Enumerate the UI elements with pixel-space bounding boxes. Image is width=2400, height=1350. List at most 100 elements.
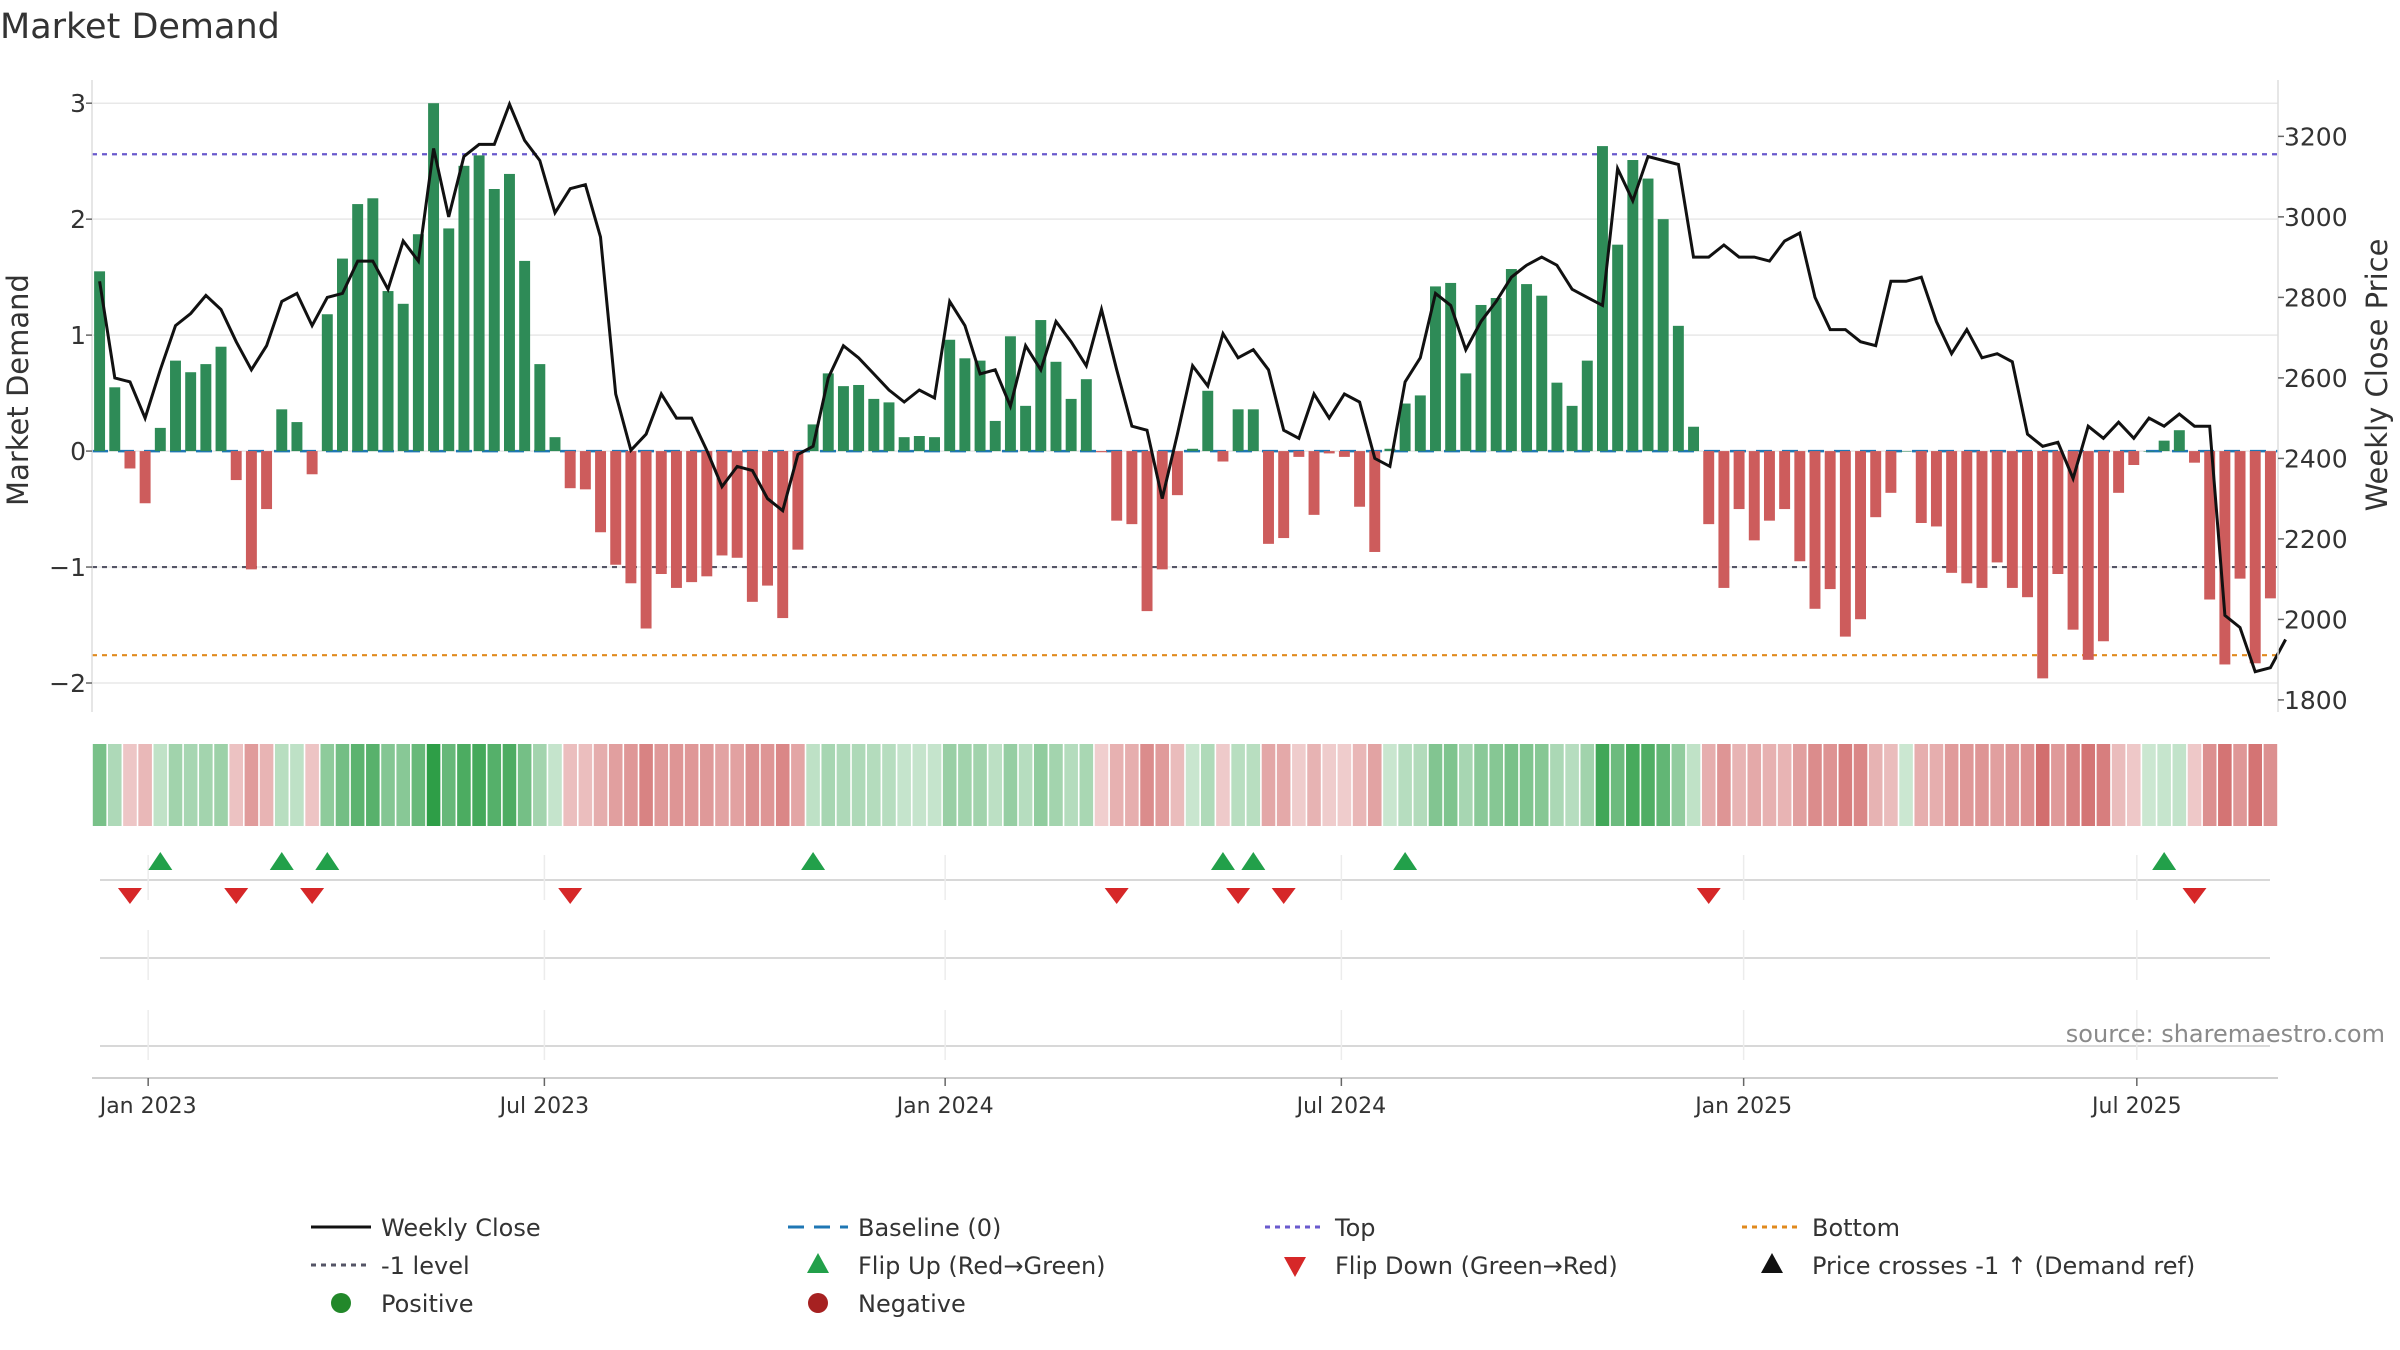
demand-bar	[1308, 451, 1320, 515]
strip-cell	[396, 744, 410, 826]
strip-cell	[2111, 744, 2126, 826]
demand-bar	[1369, 451, 1381, 552]
strip-cell	[1960, 744, 1974, 826]
strip-cell	[1565, 744, 1579, 826]
strip-cell	[1732, 744, 1746, 826]
demand-bar	[2143, 451, 2155, 452]
legend-negative: Negative	[858, 1290, 966, 1318]
demand-bar	[2264, 451, 2276, 599]
demand-bar	[124, 451, 136, 469]
strip-cell	[1322, 744, 1337, 826]
demand-bar	[883, 402, 895, 452]
strip-cell	[335, 744, 350, 826]
demand-bar	[1642, 178, 1654, 452]
x-tick-label: Jan 2023	[98, 1094, 197, 1119]
demand-bar	[245, 451, 257, 570]
demand-bar	[1080, 379, 1092, 452]
y2-tick-label: 3200	[2284, 122, 2348, 151]
demand-bar	[822, 373, 834, 452]
demand-bar	[944, 339, 956, 452]
demand-bar	[2082, 451, 2094, 660]
strip-cell	[305, 744, 319, 826]
demand-bar	[170, 360, 181, 452]
demand-bar	[1627, 160, 1639, 452]
legend-price-cross: Price crosses -1 ↑ (Demand ref)	[1812, 1252, 2195, 1280]
demand-bar	[1779, 451, 1791, 510]
strip-cell	[669, 744, 684, 826]
demand-bar	[367, 198, 379, 452]
strip-cell	[1793, 744, 1807, 826]
strip-cell	[1428, 744, 1443, 826]
strip-cell	[1367, 744, 1382, 826]
strip-cell	[593, 744, 608, 826]
strip-cell	[927, 744, 942, 826]
demand-bar	[397, 303, 409, 452]
demand-bar	[2249, 451, 2261, 664]
strip-cell	[1929, 744, 1944, 826]
y2-tick-label: 2600	[2284, 364, 2348, 393]
legend-weekly-close: Weekly Close	[381, 1214, 541, 1242]
flip-down-marker	[117, 888, 142, 904]
demand-bar	[215, 346, 227, 452]
strip-cell	[1884, 744, 1898, 826]
strip-cell	[2172, 744, 2187, 826]
demand-bar	[1490, 298, 1502, 452]
strip-cell	[1914, 744, 1929, 826]
demand-bar	[2219, 451, 2231, 665]
source-credit: source: sharemaestro.com	[2066, 1020, 2385, 1048]
weekly-close-line	[98, 100, 2287, 674]
strip-cell	[1125, 744, 1139, 826]
legend-bottom: Bottom	[1812, 1214, 1900, 1242]
demand-bar	[2097, 451, 2109, 642]
demand-bar	[519, 260, 531, 452]
demand-bar	[2173, 430, 2185, 452]
demand-bar	[655, 451, 667, 575]
legend-flip-down: Flip Down (Green→Red)	[1335, 1252, 1618, 1280]
demand-bar	[929, 437, 940, 452]
flip-up-marker	[1241, 852, 1266, 870]
demand-bar	[261, 451, 273, 510]
demand-bar	[2052, 451, 2064, 575]
strip-cell	[1701, 744, 1716, 826]
flip-up-marker	[315, 852, 340, 870]
demand-bar	[1293, 451, 1305, 457]
strip-cell	[1003, 744, 1018, 826]
strip-cell	[350, 744, 365, 826]
strip-cell	[2187, 744, 2202, 826]
demand-bar	[1885, 451, 1897, 493]
strip-cell	[168, 744, 183, 826]
strip-cell	[153, 744, 168, 826]
demand-bar	[1672, 325, 1684, 452]
y2-tick-label: 1800	[2284, 686, 2348, 715]
strip-cell	[1231, 744, 1245, 826]
legend-top: Top	[1334, 1214, 1376, 1242]
demand-bar	[443, 228, 455, 452]
strip-cell	[912, 744, 927, 826]
strip-cell	[1216, 744, 1230, 826]
strip-cell	[199, 744, 213, 826]
strip-cell	[851, 744, 866, 826]
x-tick-label: Jan 2024	[895, 1094, 994, 1119]
strip-cell	[1185, 744, 1200, 826]
demand-bar	[200, 364, 212, 452]
strip-cell	[1717, 744, 1731, 826]
demand-bar	[534, 364, 546, 452]
y2-tick-label: 3000	[2284, 203, 2348, 232]
strip-cell	[1352, 744, 1367, 826]
demand-bar	[610, 451, 622, 565]
demand-bar	[1794, 451, 1806, 562]
strip-cell	[624, 744, 638, 826]
demand-bar	[1004, 336, 1016, 452]
demand-bar	[1703, 451, 1715, 525]
demand-bar	[276, 409, 288, 452]
demand-bar	[139, 451, 151, 504]
strip-cell	[806, 744, 820, 826]
negative-dot-icon	[808, 1293, 828, 1313]
demand-bar	[989, 420, 1001, 452]
demand-bar	[291, 422, 303, 452]
strip-cell	[1823, 744, 1837, 826]
demand-bar	[1035, 320, 1047, 452]
strip-cell	[244, 744, 259, 826]
demand-bar	[974, 360, 986, 452]
demand-bar	[1323, 451, 1335, 454]
